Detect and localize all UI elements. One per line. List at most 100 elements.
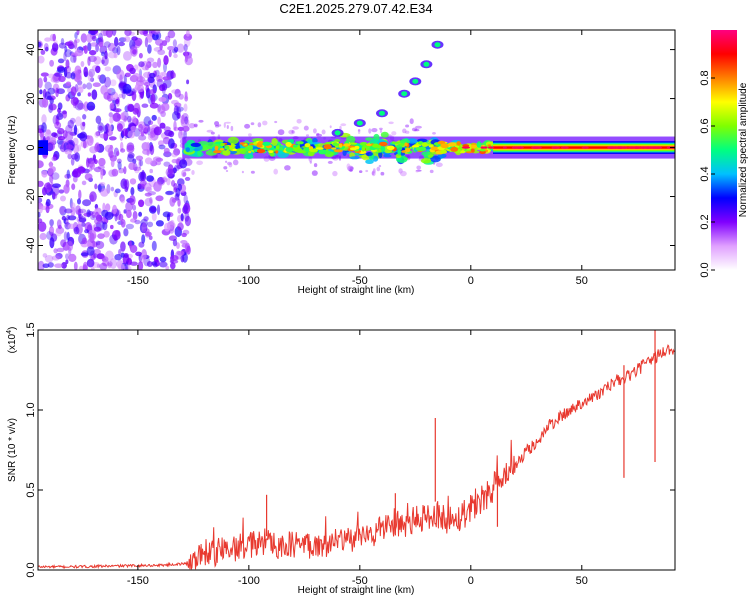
- noise-speck: [158, 97, 167, 102]
- signal-core: [256, 144, 263, 148]
- noise-speck: [124, 30, 132, 37]
- noise-speck: [157, 49, 166, 56]
- signal-core: [213, 150, 222, 154]
- noise-speck: [129, 178, 137, 185]
- noise-speck: [414, 128, 420, 132]
- noise-speck: [104, 66, 112, 72]
- noise-speck: [132, 73, 141, 80]
- noise-speck: [108, 112, 114, 118]
- noise-speck: [70, 72, 76, 80]
- noise-speck: [153, 181, 162, 192]
- noise-speck: [65, 144, 74, 150]
- noise-speck: [109, 144, 113, 149]
- noise-speck: [138, 61, 145, 68]
- noise-speck: [98, 184, 102, 193]
- noise-speck: [188, 123, 196, 129]
- noise-speck: [153, 47, 163, 52]
- noise-speck: [52, 33, 56, 42]
- signal-blob: [312, 137, 318, 144]
- noise-speck: [89, 191, 97, 202]
- noise-speck: [180, 240, 188, 244]
- signal-core: [377, 144, 381, 149]
- noise-speck: [47, 73, 55, 79]
- signal-core: [268, 150, 274, 154]
- noise-speck: [388, 121, 394, 125]
- noise-speck: [44, 37, 51, 42]
- noise-speck: [241, 170, 244, 174]
- rising-feature-core: [434, 42, 441, 48]
- noise-speck: [97, 122, 105, 133]
- noise-speck: [108, 124, 112, 134]
- signal-core: [456, 141, 461, 146]
- signal-core: [314, 144, 319, 147]
- noise-speck: [38, 160, 44, 169]
- noise-speck: [114, 36, 119, 47]
- noise-speck: [159, 256, 167, 263]
- noise-speck: [38, 77, 43, 89]
- noise-speck: [67, 240, 74, 252]
- colorbar-tick-label: 0.2: [699, 214, 711, 229]
- noise-speck: [81, 180, 87, 186]
- noise-speck: [90, 42, 99, 47]
- signal-core: [487, 144, 492, 147]
- signal-core: [224, 145, 230, 150]
- noise-speck: [167, 46, 175, 51]
- noise-speck: [38, 211, 41, 218]
- signal-core: [232, 148, 237, 151]
- noise-speck: [378, 164, 382, 168]
- spectrogram-heatmap: [38, 30, 675, 270]
- noise-speck: [169, 219, 175, 229]
- noise-speck: [44, 254, 54, 263]
- noise-speck: [90, 267, 95, 270]
- noise-speck: [157, 57, 162, 68]
- noise-speck: [144, 157, 153, 165]
- snr-y-tick-label: 0.0: [25, 562, 37, 577]
- noise-speck: [123, 51, 132, 61]
- noise-speck: [45, 46, 49, 52]
- noise-speck: [141, 222, 147, 233]
- noise-speck: [183, 202, 191, 214]
- noise-speck: [305, 134, 310, 137]
- noise-speck: [86, 82, 93, 90]
- signal-core: [440, 150, 447, 154]
- noise-speck: [409, 118, 414, 125]
- noise-speck: [262, 120, 268, 126]
- noise-speck: [120, 197, 126, 204]
- noise-speck: [94, 131, 100, 138]
- noise-speck: [112, 112, 121, 122]
- noise-speck: [118, 80, 127, 90]
- noise-speck: [55, 227, 62, 237]
- noise-speck: [292, 126, 299, 130]
- signal-core: [219, 148, 225, 151]
- noise-speck: [250, 170, 255, 174]
- signal-core: [470, 144, 477, 149]
- noise-speck: [158, 144, 166, 150]
- noise-speck: [329, 125, 332, 129]
- noise-speck: [60, 239, 66, 248]
- noise-speck: [42, 263, 50, 269]
- noise-speck: [183, 43, 188, 52]
- noise-speck: [77, 221, 82, 227]
- noise-speck: [49, 237, 55, 249]
- noise-speck: [146, 57, 155, 63]
- noise-speck: [117, 161, 122, 170]
- signal-blob: [378, 151, 383, 159]
- noise-speck: [40, 49, 46, 55]
- signal-core: [275, 150, 279, 154]
- noise-speck: [296, 119, 302, 124]
- noise-speck: [184, 176, 191, 181]
- signal-core: [480, 149, 486, 152]
- noise-speck: [83, 45, 88, 54]
- noise-speck: [129, 195, 136, 206]
- noise-speck: [123, 74, 127, 85]
- noise-speck: [51, 191, 56, 200]
- noise-speck: [110, 79, 117, 87]
- noise-speck: [184, 91, 188, 100]
- signal-core: [354, 145, 360, 150]
- noise-speck: [110, 224, 114, 230]
- noise-speck: [60, 195, 66, 202]
- signal-blob: [420, 158, 432, 164]
- noise-speck: [273, 168, 279, 175]
- noise-speck: [149, 144, 155, 156]
- noise-speck: [67, 223, 76, 229]
